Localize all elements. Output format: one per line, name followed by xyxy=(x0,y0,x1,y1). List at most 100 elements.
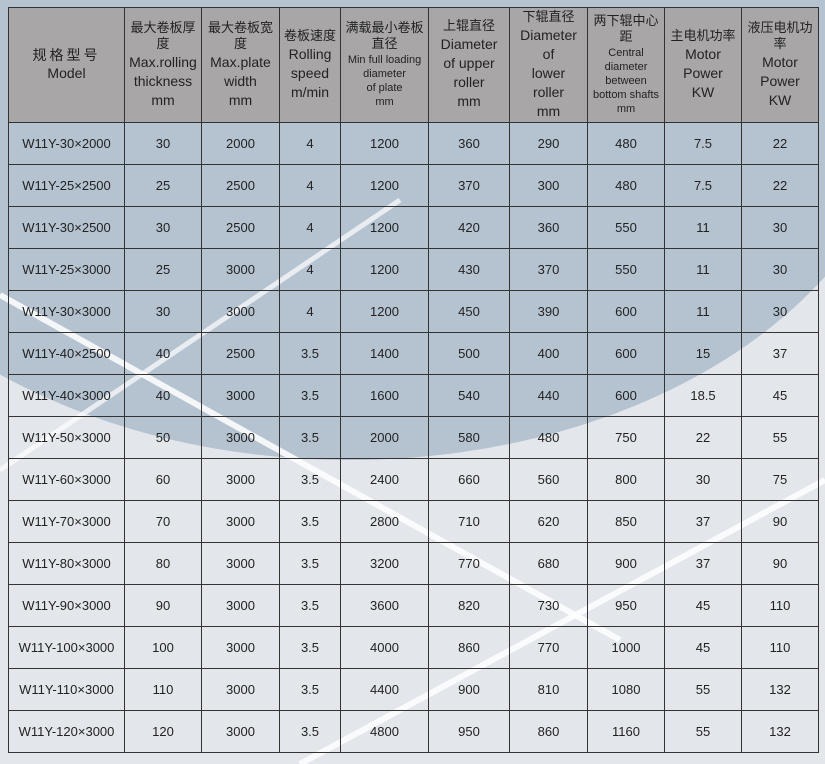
value-cell: 900 xyxy=(587,542,665,585)
value-cell: 1200 xyxy=(340,248,429,291)
table-row: W11Y-70×3000 70 3000 3.5 2800 710 620 850 37 90 xyxy=(8,500,819,543)
value-cell: 45 xyxy=(664,626,742,669)
value-cell: 7.5 xyxy=(664,122,742,165)
model-cell: W11Y-40×2500 xyxy=(8,332,125,375)
column-header: 规格型号 Model xyxy=(8,7,125,123)
value-cell: 3000 xyxy=(201,458,280,501)
header-en: mm xyxy=(616,103,636,115)
value-cell: 3.5 xyxy=(279,668,341,711)
model-cell: W11Y-120×3000 xyxy=(8,710,125,753)
value-cell: 22 xyxy=(741,164,819,207)
header-row: 规格型号 Model 最大卷板厚度 Max.rolling thickness mm 最大卷… xyxy=(8,7,819,123)
value-cell: 1200 xyxy=(340,122,429,165)
model-cell: W11Y-50×3000 xyxy=(8,416,125,459)
value-cell: 800 xyxy=(587,458,665,501)
value-cell: 420 xyxy=(428,206,510,249)
value-cell: 18.5 xyxy=(664,374,742,417)
value-cell: 7.5 xyxy=(664,164,742,207)
value-cell: 3200 xyxy=(340,542,429,585)
value-cell: 3.5 xyxy=(279,710,341,753)
model-cell: W11Y-30×2000 xyxy=(8,122,125,165)
value-cell: 660 xyxy=(428,458,510,501)
header-en: thickness xyxy=(133,72,193,89)
value-cell: 620 xyxy=(509,500,588,543)
header-zh: 最大卷板厚度 xyxy=(130,20,196,52)
model-cell: W11Y-40×3000 xyxy=(8,374,125,417)
value-cell: 1400 xyxy=(340,332,429,375)
value-cell: 3000 xyxy=(201,416,280,459)
header-en: Max.rolling xyxy=(129,53,197,70)
value-cell: 3.5 xyxy=(279,416,341,459)
model-cell: W11Y-90×3000 xyxy=(8,584,125,627)
value-cell: 440 xyxy=(509,374,588,417)
spec-table: 规格型号 Model 最大卷板厚度 Max.rolling thickness mm 最大卷… xyxy=(8,7,819,753)
value-cell: 550 xyxy=(587,206,665,249)
value-cell: 900 xyxy=(428,668,510,711)
table-row: W11Y-30×2500 30 2500 4 1200 420 360 550 11 30 xyxy=(8,206,819,249)
value-cell: 3000 xyxy=(201,500,280,543)
value-cell: 30 xyxy=(741,290,819,333)
header-en: Motor xyxy=(762,53,798,70)
value-cell: 4 xyxy=(279,290,341,333)
value-cell: 730 xyxy=(509,584,588,627)
value-cell: 110 xyxy=(124,668,202,711)
value-cell: 25 xyxy=(124,164,202,207)
value-cell: 110 xyxy=(741,584,819,627)
table-row: W11Y-120×3000 120 3000 3.5 4800 950 860 1160 55 1… xyxy=(8,710,819,753)
value-cell: 4 xyxy=(279,122,341,165)
value-cell: 2500 xyxy=(201,164,280,207)
value-cell: 580 xyxy=(428,416,510,459)
model-cell: W11Y-25×2500 xyxy=(8,164,125,207)
value-cell: 50 xyxy=(124,416,202,459)
header-en: m/min xyxy=(290,83,330,100)
value-cell: 80 xyxy=(124,542,202,585)
value-cell: 37 xyxy=(741,332,819,375)
value-cell: 3000 xyxy=(201,710,280,753)
value-cell: 90 xyxy=(124,584,202,627)
value-cell: 3000 xyxy=(201,542,280,585)
header-zh: 最大卷板宽度 xyxy=(207,20,273,52)
header-zh: 上辊直径 xyxy=(442,19,495,34)
value-cell: 40 xyxy=(124,374,202,417)
value-cell: 11 xyxy=(664,248,742,291)
value-cell: 132 xyxy=(741,668,819,711)
column-header: 两下辊中心距 Central diameter between bottom shaft… xyxy=(587,7,665,123)
value-cell: 500 xyxy=(428,332,510,375)
model-cell: W11Y-25×3000 xyxy=(8,248,125,291)
value-cell: 2000 xyxy=(201,122,280,165)
header-en: roller xyxy=(453,74,485,90)
column-header: 下辊直径 Diameter of lower roller mm xyxy=(509,7,588,123)
value-cell: 680 xyxy=(509,542,588,585)
value-cell: 22 xyxy=(741,122,819,165)
value-cell: 480 xyxy=(509,416,588,459)
header-en: mm xyxy=(151,91,175,108)
value-cell: 3600 xyxy=(340,584,429,627)
value-cell: 540 xyxy=(428,374,510,417)
value-cell: 810 xyxy=(509,668,588,711)
table-row: W11Y-80×3000 80 3000 3.5 3200 770 680 900 37 90 xyxy=(8,542,819,585)
value-cell: 11 xyxy=(664,290,742,333)
value-cell: 30 xyxy=(124,122,202,165)
table-row: W11Y-110×3000 110 3000 3.5 4400 900 810 1080 55 1… xyxy=(8,668,819,711)
value-cell: 110 xyxy=(741,626,819,669)
table-row: W11Y-100×3000 100 3000 3.5 4000 860 770 1000 45 1… xyxy=(8,626,819,669)
value-cell: 750 xyxy=(587,416,665,459)
value-cell: 3000 xyxy=(201,626,280,669)
value-cell: 950 xyxy=(428,710,510,753)
value-cell: 30 xyxy=(124,206,202,249)
header-zh: 两下辊中心距 xyxy=(593,14,659,45)
value-cell: 37 xyxy=(664,542,742,585)
header-en: roller xyxy=(532,83,565,100)
value-cell: 560 xyxy=(509,458,588,501)
value-cell: 480 xyxy=(587,122,665,165)
value-cell: 90 xyxy=(741,542,819,585)
value-cell: 3000 xyxy=(201,584,280,627)
value-cell: 4000 xyxy=(340,626,429,669)
value-cell: 1200 xyxy=(340,290,429,333)
table-body: W11Y-30×2000 30 2000 4 1200 360 290 480 7.5 22 W11… xyxy=(8,122,819,753)
value-cell: 600 xyxy=(587,332,665,375)
model-cell: W11Y-60×3000 xyxy=(8,458,125,501)
column-header: 液压电机功率 Motor Power KW xyxy=(741,7,819,123)
value-cell: 1200 xyxy=(340,164,429,207)
value-cell: 30 xyxy=(741,248,819,291)
